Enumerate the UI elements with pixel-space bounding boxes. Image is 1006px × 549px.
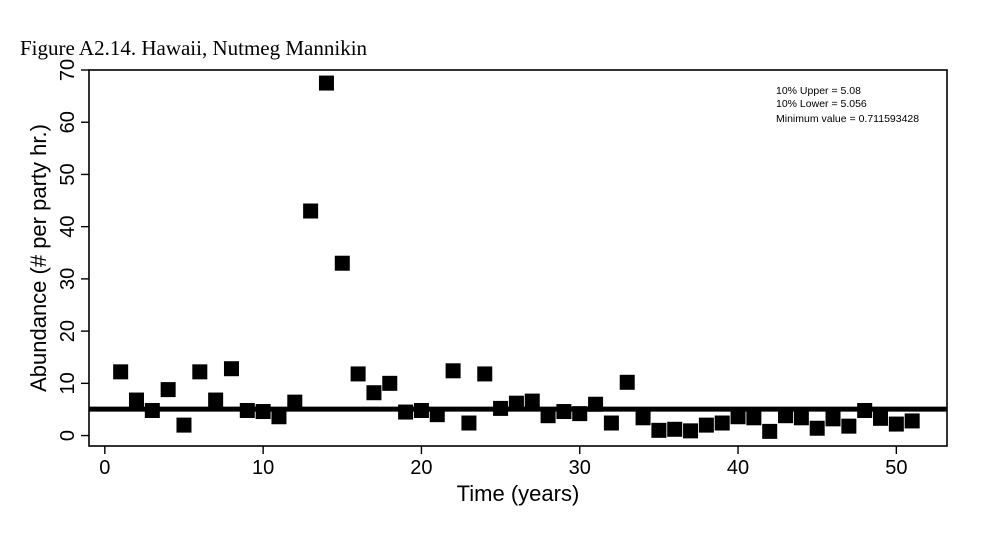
- data-point: [825, 411, 841, 427]
- y-tick-label: 50: [57, 163, 79, 185]
- x-tick-label: 50: [885, 457, 907, 479]
- plot-frame: [88, 69, 948, 447]
- data-point: [445, 363, 461, 379]
- data-point: [508, 395, 524, 411]
- x-tick-label: 0: [99, 457, 110, 479]
- y-tick-label: 40: [57, 216, 79, 238]
- annotation-lower: 10% Lower = 5.056: [776, 98, 867, 110]
- data-point: [160, 382, 176, 398]
- data-point: [493, 400, 509, 416]
- data-point: [873, 410, 889, 426]
- data-point: [619, 374, 635, 390]
- data-point: [413, 402, 429, 418]
- y-tick-label: 20: [57, 320, 79, 342]
- data-point: [192, 364, 208, 380]
- data-point: [128, 392, 144, 408]
- data-point: [255, 404, 271, 420]
- data-point: [113, 364, 129, 380]
- data-point: [746, 410, 762, 426]
- y-tick-label: 0: [57, 430, 79, 441]
- data-point: [857, 402, 873, 418]
- data-point: [350, 366, 366, 382]
- data-point: [334, 255, 350, 271]
- data-point: [683, 423, 699, 439]
- data-point: [698, 417, 714, 433]
- data-point: [730, 409, 746, 425]
- data-point: [714, 415, 730, 431]
- data-point: [603, 415, 619, 431]
- annotation-minimum: Minimum value = 0.711593428: [776, 113, 919, 125]
- x-tick-label: 20: [410, 457, 432, 479]
- data-point: [556, 404, 572, 420]
- data-point: [572, 406, 588, 422]
- x-tick-label: 40: [727, 457, 749, 479]
- data-point: [540, 408, 556, 424]
- annotation-upper: 10% Upper = 5.08: [776, 85, 861, 97]
- data-point: [793, 410, 809, 426]
- data-point: [651, 422, 667, 438]
- x-tick-label: 10: [252, 457, 274, 479]
- data-point: [841, 418, 857, 434]
- data-points: [89, 75, 947, 439]
- data-point: [762, 423, 778, 439]
- data-point: [461, 415, 477, 431]
- y-axis-title: Abundance (# per party hr.): [26, 124, 51, 392]
- data-point: [524, 393, 540, 409]
- data-point: [318, 75, 334, 91]
- data-point: [904, 413, 920, 429]
- data-point: [287, 394, 303, 410]
- x-axis: 0 10 20 30 40 50: [99, 446, 907, 479]
- data-point: [588, 396, 604, 412]
- data-point: [477, 366, 493, 382]
- y-tick-label: 30: [57, 268, 79, 290]
- x-tick-label: 30: [569, 457, 591, 479]
- data-point: [366, 385, 382, 401]
- figure-title: Figure A2.14. Hawaii, Nutmeg Mannikin: [20, 36, 368, 60]
- x-axis-title: Time (years): [457, 481, 580, 506]
- data-point: [778, 408, 794, 424]
- data-point: [382, 375, 398, 391]
- data-point: [208, 392, 224, 408]
- data-point: [398, 404, 414, 420]
- data-point: [176, 417, 192, 433]
- data-point: [239, 402, 255, 418]
- data-point: [635, 410, 651, 426]
- data-point: [667, 421, 683, 437]
- y-tick-label: 10: [57, 372, 79, 394]
- data-point: [303, 203, 319, 219]
- data-point: [144, 402, 160, 418]
- data-point: [429, 407, 445, 423]
- y-axis: 0 10 20 30 40 50 60 70: [57, 59, 89, 441]
- y-tick-label: 70: [57, 59, 79, 81]
- y-tick-label: 60: [57, 111, 79, 133]
- data-point: [809, 420, 825, 436]
- data-point: [888, 416, 904, 432]
- data-point: [223, 361, 239, 377]
- data-point: [271, 409, 287, 425]
